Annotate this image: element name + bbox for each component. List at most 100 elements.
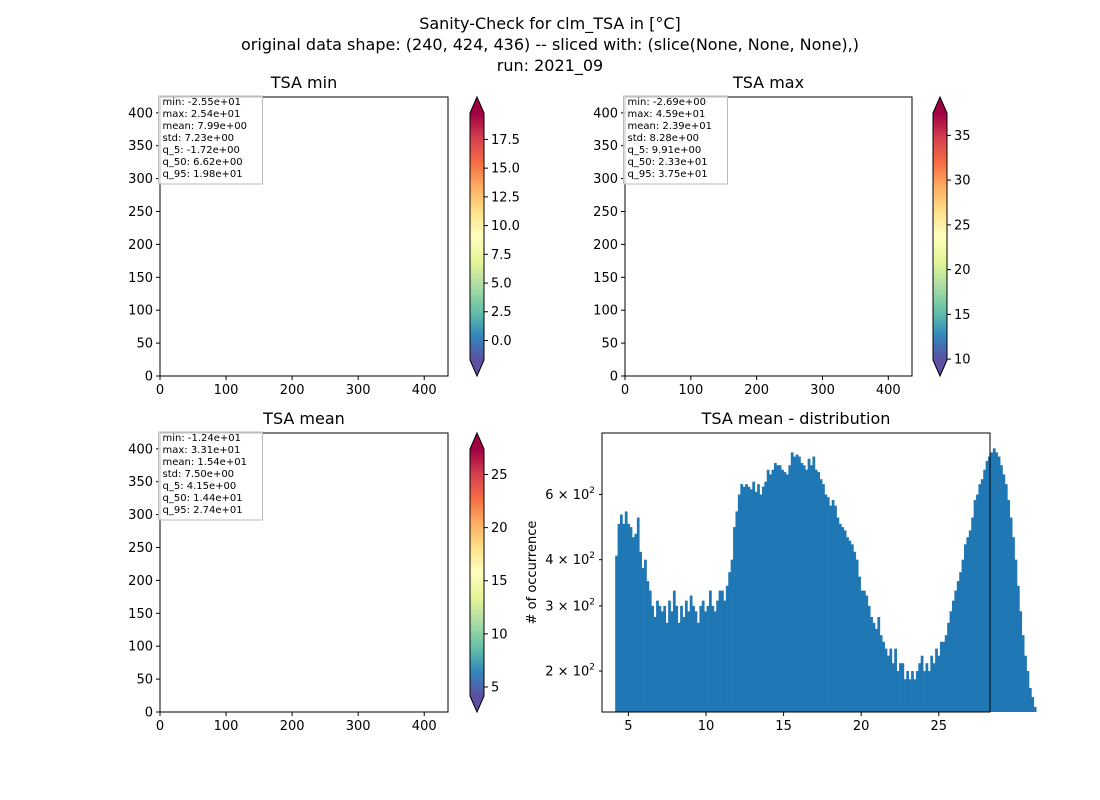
- histogram-bars: [615, 448, 1037, 712]
- y-tick-label: 100: [128, 304, 153, 319]
- histogram-bar: [769, 474, 772, 712]
- histogram-bar: [846, 537, 849, 712]
- histogram-bar: [701, 600, 705, 712]
- histogram-bar: [889, 648, 893, 712]
- x-tick-label: 0: [156, 719, 164, 734]
- histogram-bar: [668, 600, 671, 712]
- histogram-bar: [723, 600, 727, 712]
- x-tick-label: 100: [678, 383, 703, 398]
- axes-frame: [159, 432, 449, 713]
- histogram-bar: [632, 537, 635, 712]
- colorbar-gradient: [933, 113, 947, 360]
- histogram-bar: [874, 628, 878, 712]
- histogram-bar: [927, 671, 931, 712]
- histogram-bar: [997, 456, 1001, 712]
- histogram-bar: [1033, 706, 1037, 712]
- panel-title: TSA max: [732, 73, 804, 92]
- histogram-bar: [653, 616, 657, 712]
- histogram-bar: [624, 511, 628, 712]
- figure-title-line-2: original data shape: (240, 424, 436) -- …: [241, 35, 859, 54]
- histogram-bar: [870, 616, 873, 712]
- x-tick-label: 300: [810, 383, 835, 398]
- stats-line: mean: 2.39e+01: [628, 121, 712, 132]
- histogram-bar: [831, 499, 835, 712]
- histogram-bar: [766, 469, 770, 712]
- histogram-bar: [858, 576, 861, 712]
- histogram-bar: [836, 517, 840, 712]
- histogram-bar: [641, 567, 645, 712]
- histogram-bar: [617, 523, 621, 712]
- histogram-bar: [884, 648, 888, 712]
- histogram-bar: [971, 517, 974, 712]
- x-tick-label: 25: [931, 719, 948, 734]
- histogram-bar: [976, 494, 979, 712]
- histogram-bar: [1021, 635, 1025, 712]
- stats-line: mean: 1.54e+01: [163, 457, 247, 468]
- histogram-bar: [826, 497, 830, 712]
- stats-line: q_95: 1.98e+01: [163, 169, 243, 180]
- histogram-bar: [718, 590, 722, 712]
- histogram-bar: [665, 622, 669, 712]
- histogram-bar: [656, 600, 659, 712]
- histogram-bar: [862, 590, 866, 712]
- x-tick-label: 200: [280, 383, 305, 398]
- x-tick-label: 200: [744, 383, 769, 398]
- histogram-bar: [853, 551, 857, 712]
- histogram-bar: [716, 600, 719, 712]
- histogram-bar: [627, 523, 630, 712]
- x-tick-label: 400: [876, 383, 901, 398]
- colorbar-tick-label: 7.5: [491, 248, 512, 263]
- x-tick-label: 0: [621, 383, 629, 398]
- histogram-bar: [867, 605, 871, 712]
- histogram-bar: [850, 544, 854, 712]
- histogram-bar: [776, 465, 780, 712]
- stats-line: q_50: 6.62e+00: [163, 157, 243, 168]
- histogram-bar: [735, 511, 739, 712]
- colorbar-extend-top: [933, 97, 947, 113]
- histogram-bar: [814, 469, 818, 712]
- histogram-bar: [956, 581, 960, 712]
- histogram-bar: [1031, 697, 1035, 712]
- histogram-bar: [733, 527, 736, 712]
- histogram-bar: [843, 530, 847, 712]
- histogram-bar: [749, 489, 753, 712]
- y-tick-label: 150: [128, 607, 153, 622]
- histogram-bar: [694, 611, 698, 712]
- histogram-bar: [670, 611, 674, 712]
- histogram-bar: [785, 474, 789, 712]
- histogram-bar: [651, 605, 655, 712]
- histogram-bar: [906, 671, 910, 712]
- y-tick-label: 100: [593, 304, 618, 319]
- histogram-bar: [824, 494, 828, 712]
- histogram-bar: [951, 600, 955, 712]
- histogram-bar: [1004, 484, 1008, 712]
- histogram-bar: [672, 590, 676, 712]
- histogram-bar: [901, 663, 905, 712]
- histogram-bar: [985, 460, 989, 712]
- stats-box: [623, 95, 728, 185]
- x-tick-label: 100: [214, 383, 239, 398]
- histogram-bar: [682, 616, 686, 712]
- colorbar-extend-top: [470, 97, 484, 113]
- histogram-bar: [942, 641, 946, 712]
- histogram-bar: [757, 484, 760, 712]
- histogram-bar: [848, 540, 852, 712]
- histogram-bar: [798, 456, 801, 712]
- y-tick-label: 0: [145, 706, 153, 721]
- colorbar-tick-label: 10: [954, 353, 971, 368]
- histogram-bar: [771, 469, 775, 712]
- histogram-bar: [964, 544, 967, 712]
- axes-frame: [159, 96, 449, 377]
- colorbar-outline: [932, 95, 948, 378]
- y-tick-label: 200: [128, 238, 153, 253]
- stats-line: max: 3.31e+01: [163, 445, 241, 456]
- histogram-bar: [1012, 537, 1015, 712]
- histogram-bar: [639, 551, 643, 712]
- histogram-bar: [860, 590, 864, 712]
- y-tick-label: 150: [593, 271, 618, 286]
- histogram-bar: [1016, 585, 1020, 712]
- histogram-bar: [915, 671, 919, 712]
- x-tick-label: 300: [346, 719, 371, 734]
- colorbar-tick-label: 10.0: [491, 219, 520, 234]
- histogram-bar: [692, 605, 695, 712]
